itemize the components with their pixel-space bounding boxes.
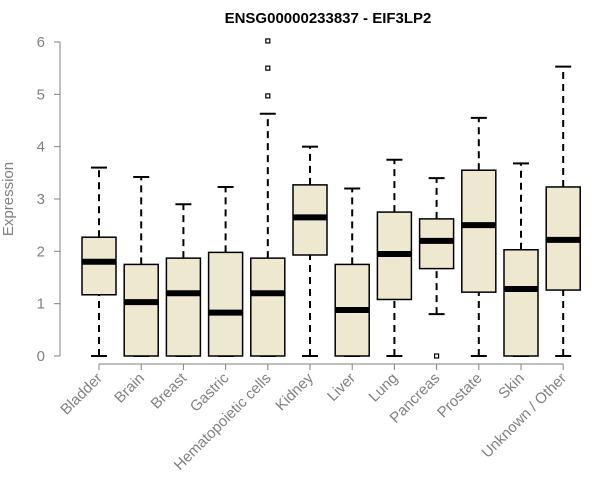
iqr-box bbox=[250, 257, 286, 357]
box-skin bbox=[503, 162, 539, 357]
box-lung bbox=[376, 158, 413, 357]
box-liver bbox=[334, 187, 370, 357]
box-bladder bbox=[81, 166, 117, 357]
x-tick-label-bladder: Bladder bbox=[57, 370, 106, 419]
y-tick-label: 2 bbox=[37, 243, 45, 260]
box-unknown-other bbox=[545, 65, 581, 357]
y-tick-label: 3 bbox=[37, 191, 45, 208]
y-axis-label: Expression bbox=[0, 162, 17, 236]
x-tick-label-breast: Breast bbox=[148, 369, 191, 412]
iqr-box bbox=[503, 249, 539, 357]
x-tick-label-prostate: Prostate bbox=[434, 370, 486, 422]
iqr-box bbox=[165, 257, 202, 357]
chart-title: ENSG00000233837 - EIF3LP2 bbox=[225, 10, 432, 27]
box-breast bbox=[165, 203, 202, 357]
x-tick-label-liver: Liver bbox=[324, 370, 359, 405]
iqr-box bbox=[123, 263, 159, 357]
outlier-point bbox=[265, 38, 271, 44]
box-brain bbox=[123, 176, 159, 357]
y-tick-label: 6 bbox=[37, 34, 45, 51]
iqr-box bbox=[461, 169, 497, 293]
box-kidney bbox=[292, 145, 328, 357]
y-tick-label: 1 bbox=[37, 296, 45, 313]
iqr-box bbox=[81, 236, 117, 296]
x-tick-label-skin: Skin bbox=[495, 370, 528, 403]
plot-area bbox=[81, 38, 581, 359]
iqr-box bbox=[207, 251, 244, 357]
y-tick-label: 0 bbox=[37, 348, 45, 365]
box-prostate bbox=[461, 116, 497, 357]
outlier-point bbox=[265, 65, 271, 71]
x-tick-label-brain: Brain bbox=[111, 370, 148, 407]
box-pancreas bbox=[418, 177, 455, 359]
y-tick-label: 5 bbox=[37, 86, 45, 103]
x-tick-label-lung: Lung bbox=[366, 370, 402, 406]
box-gastric bbox=[207, 185, 244, 357]
outlier-point bbox=[434, 353, 440, 359]
box-hematopoietic-cells bbox=[250, 38, 286, 357]
y-tick-label: 4 bbox=[37, 139, 45, 156]
y-axis: 0 1 2 3 4 5 6 bbox=[37, 34, 61, 365]
x-tick-label-kidney: Kidney bbox=[272, 369, 317, 414]
outlier-point bbox=[265, 93, 271, 99]
